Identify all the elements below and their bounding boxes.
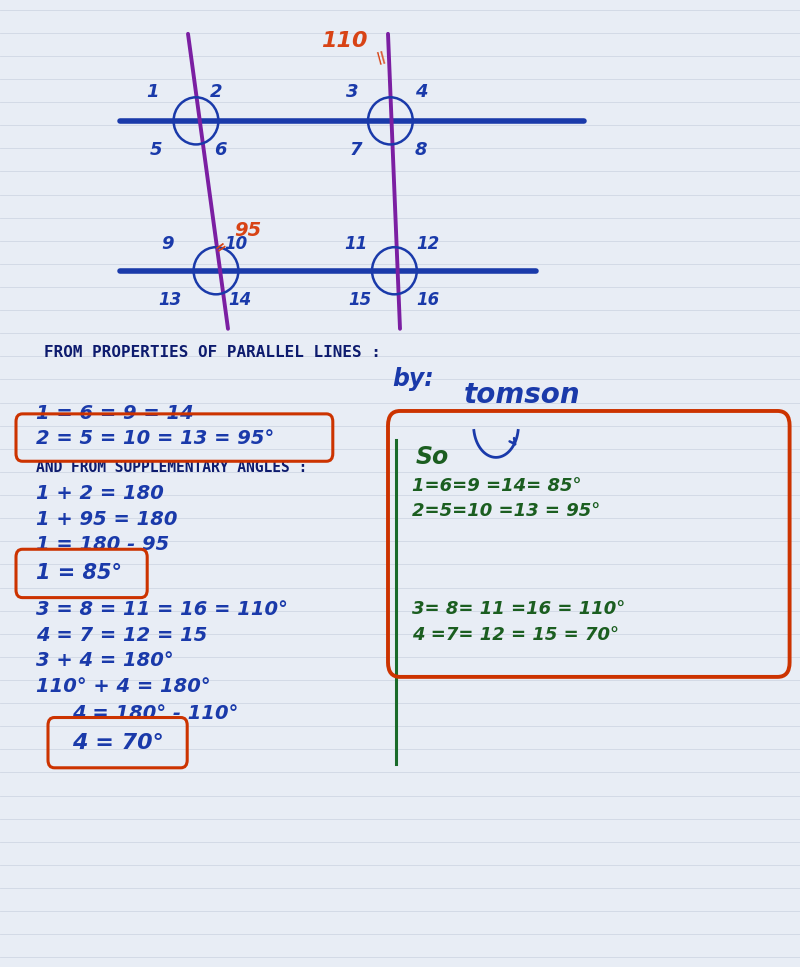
Text: 8: 8 (414, 141, 427, 159)
Text: 1 = 180 - 95: 1 = 180 - 95 (36, 535, 170, 554)
Text: 5: 5 (150, 141, 162, 159)
Text: 1 = 6 = 9 = 14: 1 = 6 = 9 = 14 (36, 404, 194, 424)
Text: FROM PROPERTIES OF PARALLEL LINES :: FROM PROPERTIES OF PARALLEL LINES : (44, 345, 381, 361)
Text: 12: 12 (416, 235, 440, 252)
Text: 4 = 7 = 12 = 15: 4 = 7 = 12 = 15 (36, 626, 207, 645)
Text: 16: 16 (416, 291, 440, 308)
Text: 2=5=10 =13 = 95°: 2=5=10 =13 = 95° (412, 502, 600, 519)
Text: =: = (213, 238, 230, 255)
Text: 10: 10 (224, 235, 248, 252)
Text: ||: || (374, 50, 387, 66)
Text: So: So (416, 446, 450, 469)
Text: 9: 9 (162, 235, 174, 252)
Text: 1 + 95 = 180: 1 + 95 = 180 (36, 510, 178, 529)
Text: 4 = 70°: 4 = 70° (72, 733, 164, 752)
Text: 4 =7= 12 = 15 = 70°: 4 =7= 12 = 15 = 70° (412, 627, 619, 644)
Text: 14: 14 (228, 291, 252, 308)
Text: AND FROM SUPPLEMENTARY ANGLES :: AND FROM SUPPLEMENTARY ANGLES : (36, 459, 307, 475)
Text: 4 = 180° - 110°: 4 = 180° - 110° (72, 704, 238, 723)
Text: 1: 1 (146, 83, 158, 101)
Text: 6: 6 (214, 141, 226, 159)
Text: 3 + 4 = 180°: 3 + 4 = 180° (36, 651, 174, 670)
Text: 3: 3 (346, 83, 358, 101)
Text: 13: 13 (158, 291, 182, 308)
Text: 110: 110 (321, 31, 367, 50)
Text: 1=6=9 =14= 85°: 1=6=9 =14= 85° (412, 478, 582, 495)
Text: 1 + 2 = 180: 1 + 2 = 180 (36, 484, 164, 503)
Text: 95: 95 (234, 220, 262, 240)
Text: 11: 11 (344, 235, 368, 252)
Text: 3 = 8 = 11 = 16 = 110°: 3 = 8 = 11 = 16 = 110° (36, 600, 288, 619)
Text: 7: 7 (350, 141, 362, 159)
Text: 2 = 5 = 10 = 13 = 95°: 2 = 5 = 10 = 13 = 95° (36, 428, 274, 448)
Text: by:: by: (392, 367, 434, 391)
Text: 110° + 4 = 180°: 110° + 4 = 180° (36, 677, 210, 696)
Text: 1 = 85°: 1 = 85° (36, 564, 122, 583)
Text: 3= 8= 11 =16 = 110°: 3= 8= 11 =16 = 110° (412, 601, 626, 618)
Text: 15: 15 (348, 291, 372, 308)
Text: tomson: tomson (464, 381, 581, 408)
Text: 4: 4 (414, 83, 427, 101)
Text: 2: 2 (210, 83, 222, 101)
